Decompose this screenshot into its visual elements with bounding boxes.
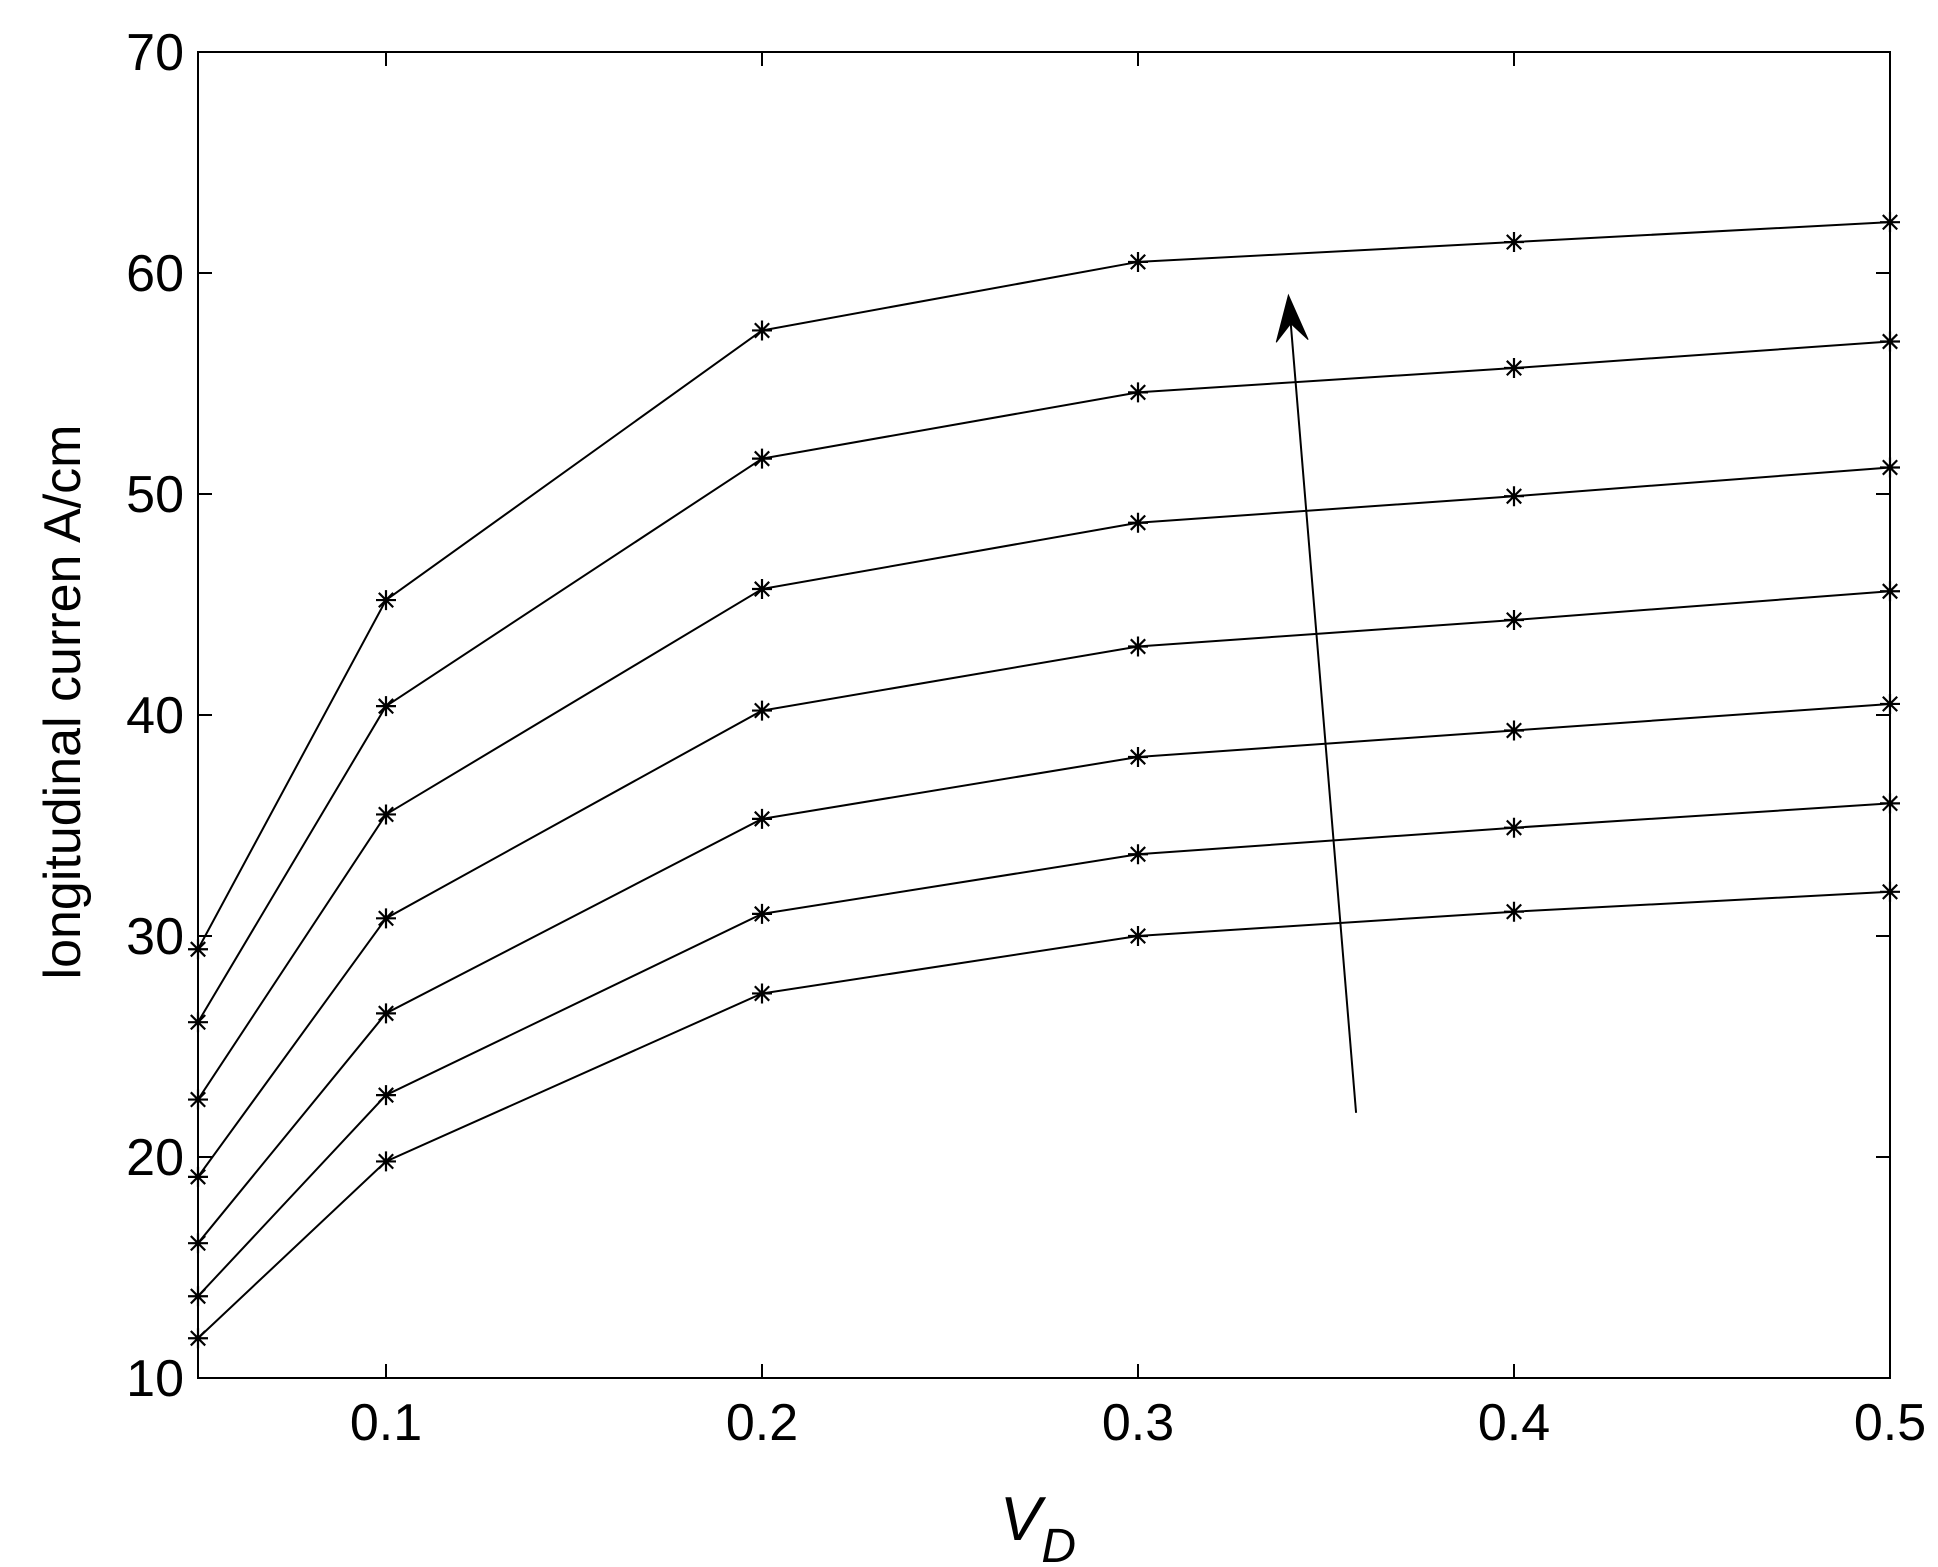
data-point-s3-1 — [376, 908, 396, 929]
plot-frame — [197, 51, 1891, 1379]
data-point-s0-2 — [752, 983, 772, 1004]
y-axis-label: longitudinal curren A/cm — [34, 425, 92, 980]
annotation-layer — [1275, 293, 1358, 1113]
series-4 — [188, 457, 1900, 1110]
data-point-s6-2 — [752, 320, 772, 341]
series-5 — [188, 331, 1900, 1033]
data-point-s0-1 — [376, 1151, 396, 1172]
tick-labels: 0.1 0.2 0.3 0.4 0.5 10 20 30 40 50 60 70 — [126, 24, 1926, 1452]
series-line-0 — [197, 890, 1891, 1339]
data-point-s1-0 — [188, 1286, 208, 1307]
data-point-s4-0 — [188, 1089, 208, 1110]
series-layer — [188, 212, 1900, 1349]
x-tick-label-4: 0.5 — [1854, 1394, 1926, 1452]
data-point-s5-1 — [376, 696, 396, 717]
data-point-s5-3 — [1128, 382, 1148, 403]
series-line-4 — [197, 466, 1891, 1101]
data-point-s1-5 — [1880, 793, 1900, 814]
data-point-s1-2 — [752, 903, 772, 924]
x-tick-label-3: 0.4 — [1478, 1394, 1550, 1452]
data-point-s1-4 — [1504, 817, 1524, 838]
data-point-s2-2 — [752, 808, 772, 829]
data-point-s4-2 — [752, 579, 772, 600]
y-tick-label-4: 50 — [126, 466, 184, 524]
data-point-s3-0 — [188, 1166, 208, 1187]
data-point-s5-0 — [188, 1012, 208, 1033]
data-point-s6-0 — [188, 939, 208, 960]
data-point-s1-3 — [1128, 844, 1148, 865]
y-tick-label-2: 30 — [126, 908, 184, 966]
data-point-s2-1 — [376, 1003, 396, 1024]
data-point-s5-2 — [752, 448, 772, 469]
data-point-s3-3 — [1128, 636, 1148, 657]
data-point-s5-5 — [1880, 331, 1900, 352]
series-line-6 — [197, 221, 1891, 950]
x-tick-label-1: 0.2 — [726, 1394, 798, 1452]
data-point-s6-1 — [376, 590, 396, 611]
series-line-1 — [197, 802, 1891, 1297]
data-point-s4-3 — [1128, 512, 1148, 533]
x-axis-label-subscript: D — [1041, 1520, 1076, 1567]
series-3 — [188, 581, 1900, 1187]
data-point-s2-4 — [1504, 720, 1524, 741]
annotation-arrow-head — [1275, 293, 1309, 343]
data-point-s6-3 — [1128, 251, 1148, 272]
series-line-5 — [197, 340, 1891, 1023]
series-line-3 — [197, 590, 1891, 1178]
series-6 — [188, 212, 1900, 960]
y-tick-label-5: 60 — [126, 245, 184, 303]
data-point-s1-1 — [376, 1085, 396, 1106]
x-axis-label-main: V — [1000, 1485, 1047, 1554]
data-point-s6-5 — [1880, 212, 1900, 233]
data-point-s4-5 — [1880, 457, 1900, 478]
x-axis-label: VD — [1000, 1485, 1076, 1567]
axis-ticks — [198, 51, 1891, 1379]
data-point-s3-4 — [1504, 609, 1524, 630]
data-point-s3-2 — [752, 700, 772, 721]
series-0 — [188, 881, 1900, 1349]
data-point-s5-4 — [1504, 358, 1524, 379]
data-point-s0-4 — [1504, 901, 1524, 922]
data-point-s4-1 — [376, 804, 396, 825]
y-tick-label-0: 10 — [126, 1350, 184, 1408]
data-point-s0-0 — [188, 1328, 208, 1349]
y-tick-label-6: 70 — [126, 24, 184, 82]
plot-border — [197, 51, 1891, 1379]
data-point-s2-0 — [188, 1233, 208, 1254]
data-point-s2-5 — [1880, 693, 1900, 714]
series-line-2 — [197, 702, 1891, 1244]
x-tick-label-0: 0.1 — [350, 1394, 422, 1452]
series-2 — [188, 693, 1900, 1254]
data-point-s0-5 — [1880, 881, 1900, 902]
data-point-s2-3 — [1128, 746, 1148, 767]
x-tick-label-2: 0.3 — [1102, 1394, 1174, 1452]
data-point-s4-4 — [1504, 486, 1524, 507]
y-tick-label-1: 20 — [126, 1129, 184, 1187]
y-tick-label-3: 40 — [126, 687, 184, 745]
data-point-s0-3 — [1128, 926, 1148, 946]
data-point-s6-4 — [1504, 232, 1524, 253]
annotation-arrow-shaft — [1289, 323, 1358, 1113]
series-1 — [188, 793, 1900, 1307]
data-point-s3-5 — [1880, 581, 1900, 602]
